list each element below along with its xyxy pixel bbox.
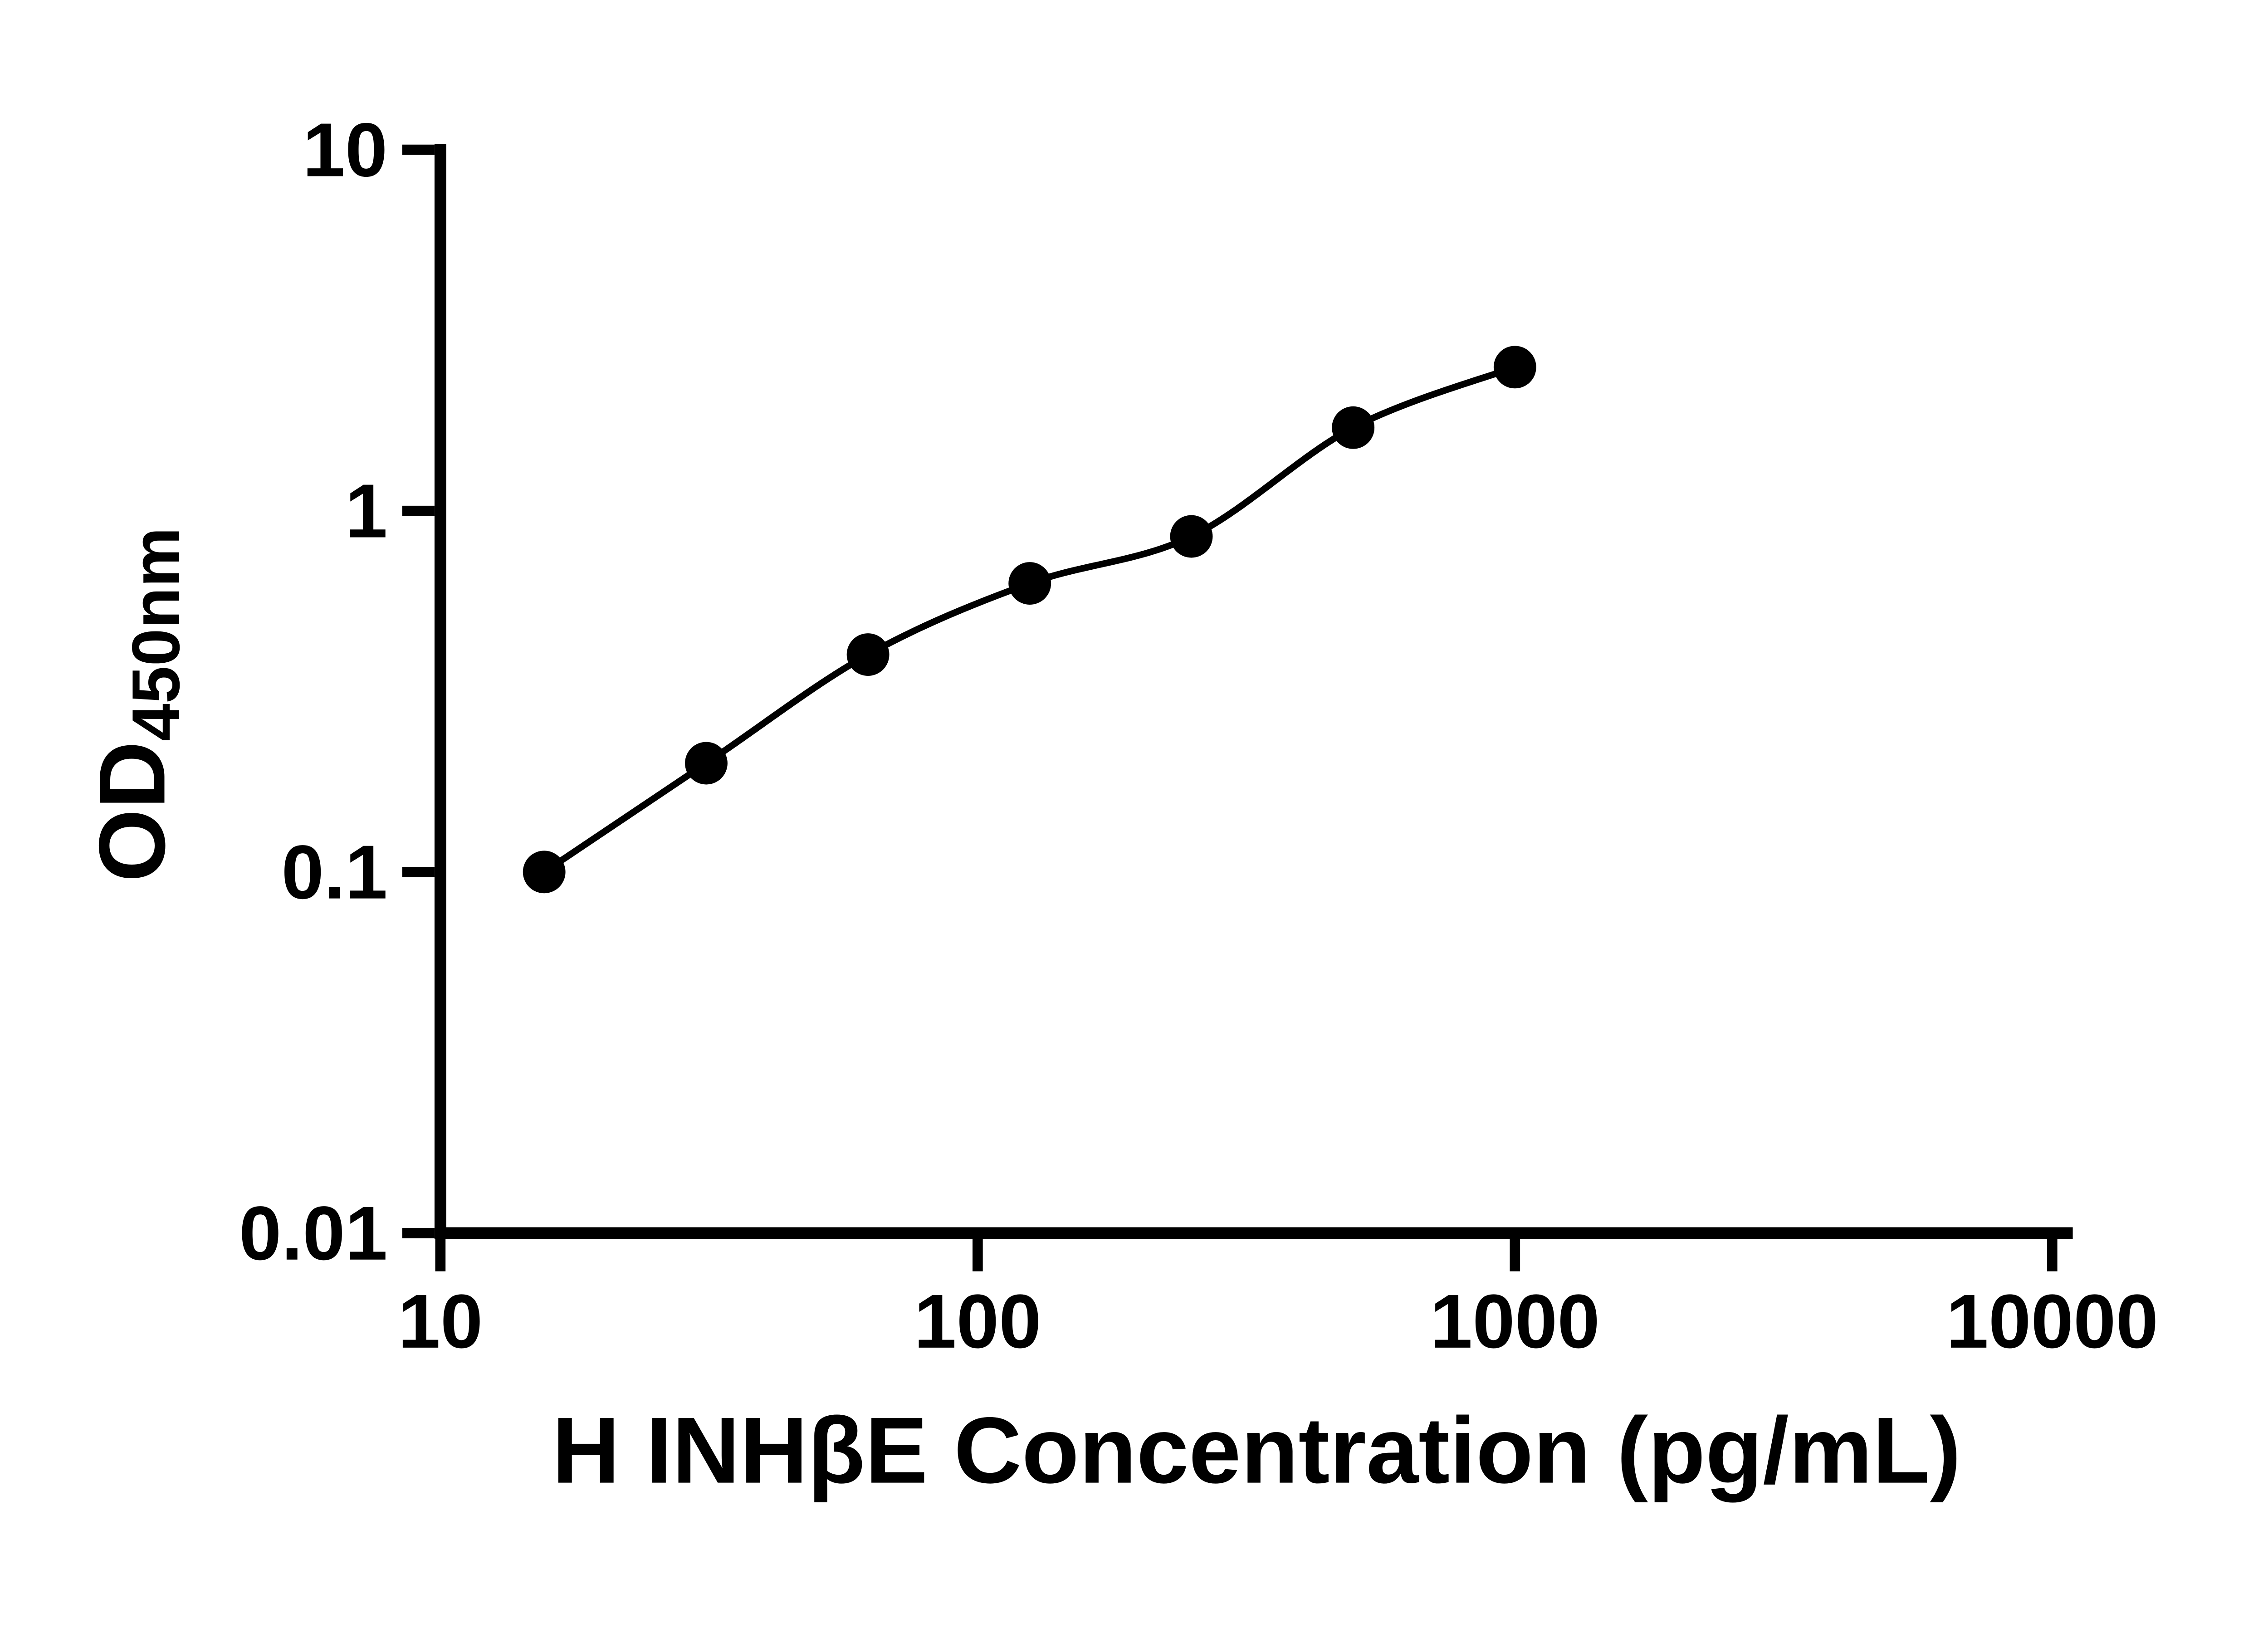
y-tick-label: 0.1 bbox=[281, 830, 387, 915]
x-tick-label: 10 bbox=[398, 1279, 483, 1364]
tick-labels: 10 100 1000 10000 0.01 0.1 1 10 bbox=[239, 107, 2158, 1364]
y-axis-title-subscript: 450nm bbox=[118, 527, 194, 741]
data-point-marker bbox=[523, 851, 566, 894]
tick-marks bbox=[402, 144, 2058, 1271]
y-tick-label: 10 bbox=[303, 107, 387, 192]
x-axis-title: H INHβE Concentration (pg/mL) bbox=[552, 1398, 1961, 1503]
y-tick-label: 1 bbox=[345, 468, 388, 553]
y-axis-title: OD450nm bbox=[79, 527, 193, 882]
axes bbox=[434, 144, 2073, 1239]
elisa-standard-curve-figure: 10 100 1000 10000 0.01 0.1 1 10 H INHβE Concent… bbox=[79, 107, 2159, 1503]
chart-canvas: 10 100 1000 10000 0.01 0.1 1 10 H INHβE Concent… bbox=[79, 107, 2158, 1503]
data-point-marker bbox=[1493, 346, 1536, 389]
data-point-marker bbox=[685, 742, 728, 785]
data-point-marker bbox=[1170, 515, 1213, 558]
data-point-marker bbox=[846, 633, 890, 676]
x-tick-label: 10000 bbox=[1946, 1279, 2158, 1364]
x-tick-label: 1000 bbox=[1430, 1279, 1600, 1364]
fit-curve bbox=[542, 364, 1516, 875]
data-point-marker bbox=[1008, 562, 1051, 605]
x-tick-label: 100 bbox=[914, 1279, 1041, 1364]
y-axis-title-main: OD bbox=[79, 741, 184, 882]
data-point-marker bbox=[1332, 406, 1375, 449]
data-points bbox=[523, 346, 1536, 894]
y-tick-label: 0.01 bbox=[239, 1191, 388, 1276]
fit-curve-path bbox=[542, 364, 1516, 875]
